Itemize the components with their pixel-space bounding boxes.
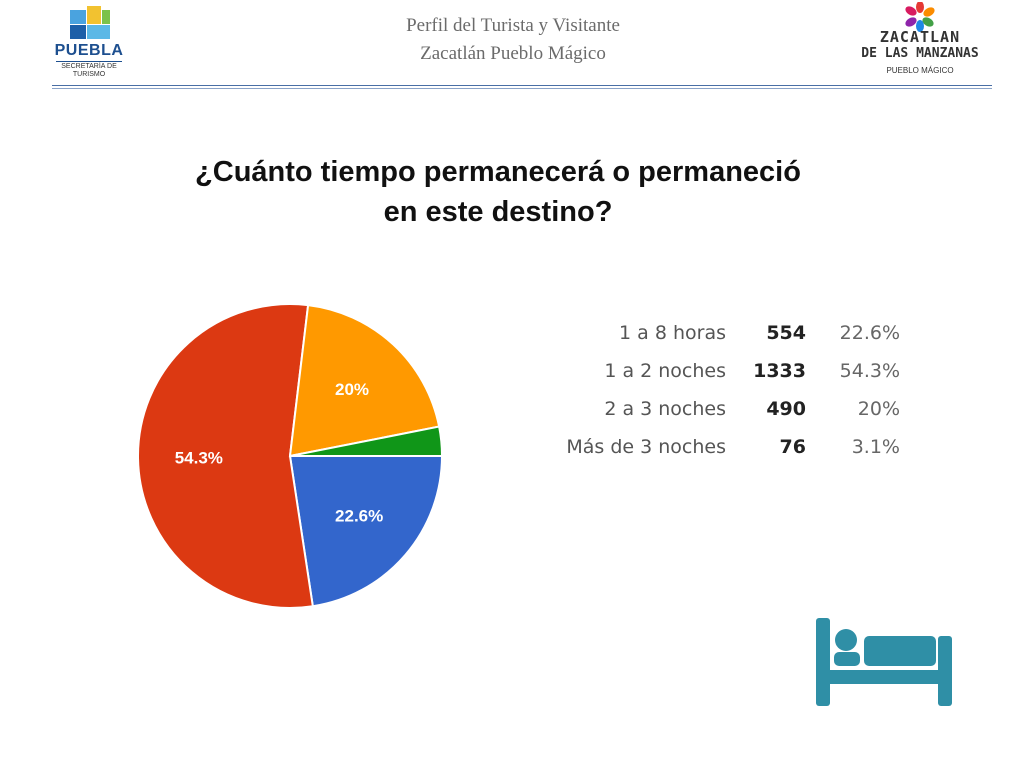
bed-pillow bbox=[834, 652, 860, 666]
title-line1: ¿Cuánto tiempo permanecerá o permaneció bbox=[195, 156, 801, 188]
puebla-subtitle-line1: SECRETARÍA DE bbox=[61, 63, 117, 70]
legend-label: 2 a 3 noches bbox=[604, 398, 726, 420]
bed-blanket bbox=[864, 636, 936, 666]
legend-row: 1 a 2 noches 1333 54.3% bbox=[540, 360, 920, 398]
header-line2: Zacatlán Pueblo Mágico bbox=[420, 43, 606, 64]
bed-frame bbox=[816, 670, 952, 684]
puebla-logo-blocks bbox=[70, 6, 110, 40]
stay-duration-pie-chart: 22.6% 54.3% 20% bbox=[137, 303, 444, 609]
legend-count: 1333 bbox=[753, 360, 806, 382]
puebla-subtitle-line2: TURISMO bbox=[72, 71, 106, 78]
legend-percent: 3.1% bbox=[851, 436, 900, 458]
legend-count: 554 bbox=[766, 322, 806, 344]
puebla-tourism-logo: PUEBLA SECRETARÍA DE TURISMO bbox=[48, 4, 130, 88]
zacatlan-logo-line1: ZACATLAN bbox=[879, 28, 961, 46]
puebla-logo-rule bbox=[56, 61, 122, 62]
pie-slice-label-2: 20% bbox=[335, 380, 369, 399]
zacatlan-flower-icon bbox=[905, 2, 935, 32]
zacatlan-logo-line3: PUEBLO MÁGICO bbox=[886, 66, 954, 75]
chart-legend-table: 1 a 8 horas 554 22.6% 1 a 2 noches 1333 54.3%… bbox=[540, 322, 920, 474]
pie-slice-3 bbox=[289, 425, 444, 457]
puebla-subtitle: SECRETARÍA DE TURISMO bbox=[48, 63, 130, 79]
bed-headboard bbox=[816, 618, 830, 706]
legend-count: 490 bbox=[766, 398, 806, 420]
bed-icon bbox=[816, 618, 952, 706]
pie-slice-1 bbox=[137, 303, 314, 609]
legend-percent: 20% bbox=[857, 398, 900, 420]
legend-row: 2 a 3 noches 490 20% bbox=[540, 398, 920, 436]
legend-percent: 54.3% bbox=[839, 360, 900, 382]
zacatlan-logo: ZACATLAN DE LAS MANZANAS PUEBLO MÁGICO bbox=[858, 2, 982, 78]
header-line1: Perfil del Turista y Visitante bbox=[406, 15, 620, 36]
legend-label: Más de 3 noches bbox=[566, 436, 726, 458]
legend-count: 76 bbox=[779, 436, 806, 458]
legend-row: 1 a 8 horas 554 22.6% bbox=[540, 322, 920, 360]
page-header: Perfil del Turista y Visitante Zacatlán … bbox=[300, 12, 726, 68]
header-divider-secondary bbox=[52, 88, 992, 89]
title-line2: en este destino? bbox=[383, 196, 613, 228]
pie-slice-0 bbox=[288, 455, 444, 608]
puebla-brand: PUEBLA bbox=[54, 42, 124, 59]
page-title: ¿Cuánto tiempo permanecerá o permaneció … bbox=[100, 152, 896, 232]
zacatlan-logo-line2: DE LAS MANZANAS bbox=[861, 46, 979, 61]
pie-slice-label-1: 54.3% bbox=[175, 448, 223, 467]
legend-label: 1 a 2 noches bbox=[604, 360, 726, 382]
header-divider bbox=[52, 85, 992, 86]
pie-slice-2 bbox=[288, 303, 441, 458]
pie-slice-label-0: 22.6% bbox=[335, 506, 383, 525]
legend-row: Más de 3 noches 76 3.1% bbox=[540, 436, 920, 474]
bed-pillow-head bbox=[835, 629, 857, 651]
legend-percent: 22.6% bbox=[839, 322, 900, 344]
legend-label: 1 a 8 horas bbox=[619, 322, 726, 344]
